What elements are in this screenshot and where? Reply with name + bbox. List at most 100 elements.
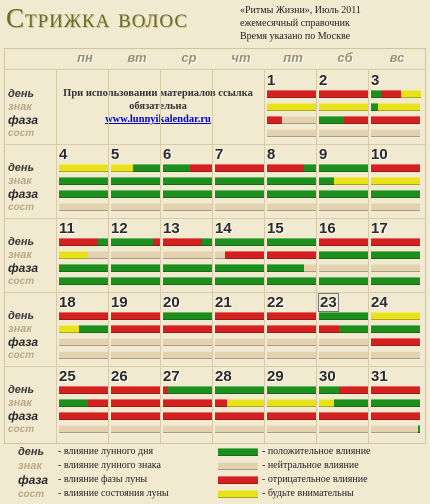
day-number[interactable]: 5 [111, 146, 120, 163]
influence-bar [267, 177, 316, 185]
influence-bar [319, 164, 368, 172]
day-number[interactable]: 10 [371, 146, 388, 163]
influence-bar [267, 386, 316, 394]
copyright-note: При использовании материалов ссылка обяз… [60, 87, 256, 126]
influence-bar [59, 164, 108, 172]
day-number[interactable]: 28 [215, 368, 232, 385]
influence-bar [88, 251, 108, 259]
influence-bar [202, 238, 212, 246]
influence-bar [319, 103, 368, 111]
grid-line [160, 70, 161, 443]
influence-bar [59, 251, 88, 259]
row-label-0: день [8, 236, 35, 248]
influence-bar [267, 351, 316, 359]
influence-bar [163, 190, 212, 198]
influence-bar [267, 164, 304, 172]
legend-label: фаза [18, 473, 49, 487]
day-number[interactable]: 9 [319, 146, 328, 163]
day-number[interactable]: 15 [267, 220, 284, 237]
day-number[interactable]: 29 [267, 368, 284, 385]
day-number[interactable]: 11 [59, 220, 75, 237]
day-number[interactable]: 6 [163, 146, 172, 163]
weekday-header: вс [389, 50, 405, 65]
influence-bar [371, 203, 420, 211]
grid-line [108, 70, 109, 443]
day-number[interactable]: 14 [215, 220, 232, 237]
day-number[interactable]: 31 [371, 368, 388, 385]
influence-bar [371, 264, 420, 272]
day-number[interactable]: 24 [371, 294, 388, 311]
day-number[interactable]: 26 [111, 368, 128, 385]
day-number[interactable]: 7 [215, 146, 224, 163]
influence-bar [371, 90, 381, 98]
influence-bar [163, 277, 212, 285]
site-link[interactable]: www.lunnyikalendar.ru [105, 114, 211, 125]
influence-bar [153, 238, 160, 246]
influence-bar [334, 399, 368, 407]
influence-bar [267, 325, 316, 333]
influence-bar [267, 338, 316, 346]
day-number[interactable]: 20 [163, 294, 180, 311]
row-label-2: фаза [8, 409, 39, 423]
day-number[interactable]: 27 [163, 368, 180, 385]
influence-bar [111, 425, 160, 433]
day-number[interactable]: 8 [267, 146, 276, 163]
influence-bar [267, 412, 316, 420]
day-number[interactable]: 1 [267, 72, 276, 89]
day-number[interactable]: 18 [59, 294, 76, 311]
influence-bar [163, 177, 212, 185]
legend-label: день [18, 446, 45, 458]
influence-bar [371, 251, 420, 259]
influence-bar [215, 251, 225, 259]
influence-bar [319, 238, 368, 246]
day-number[interactable]: 30 [319, 368, 336, 385]
day-number[interactable]: 2 [319, 72, 328, 89]
grid-line [4, 144, 426, 145]
day-number[interactable]: 25 [59, 368, 76, 385]
day-number[interactable]: 4 [59, 146, 68, 163]
weekday-header: пн [77, 50, 93, 65]
row-label-1: знак [8, 397, 32, 409]
influence-bar [59, 338, 108, 346]
influence-bar [371, 312, 420, 320]
day-number[interactable]: 19 [111, 294, 128, 311]
influence-bar [319, 338, 368, 346]
grid-line [4, 292, 426, 293]
influence-bar [319, 312, 368, 320]
influence-bar [215, 177, 264, 185]
day-number[interactable]: 17 [371, 220, 388, 237]
influence-bar [371, 351, 420, 359]
influence-bar [59, 312, 108, 320]
row-label-0: день [8, 310, 35, 322]
influence-bar [371, 116, 420, 124]
day-number[interactable]: 13 [163, 220, 180, 237]
row-label-0: день [8, 88, 35, 100]
day-number[interactable]: 23 [318, 293, 339, 312]
day-number[interactable]: 21 [215, 294, 232, 311]
influence-bar [371, 129, 420, 137]
legend-swatch [218, 476, 258, 484]
influence-bar [267, 116, 282, 124]
influence-bar [371, 190, 420, 198]
influence-bar [381, 90, 401, 98]
influence-bar [59, 425, 108, 433]
source-line-2: ежемесячный справочник [240, 18, 350, 29]
influence-bar [267, 251, 316, 259]
day-number[interactable]: 12 [111, 220, 128, 237]
influence-bar [319, 399, 334, 407]
note-text: При использовании материалов ссылка обяз… [63, 88, 253, 112]
influence-bar [59, 203, 108, 211]
influence-bar [215, 238, 264, 246]
day-number[interactable]: 22 [267, 294, 284, 311]
legend-label: сост [18, 489, 45, 500]
influence-bar [371, 103, 378, 111]
influence-bar [267, 264, 304, 272]
legend-text: - влияние фазы луны [58, 474, 148, 485]
influence-bar [215, 264, 264, 272]
day-number[interactable]: 3 [371, 72, 380, 89]
influence-bar [215, 164, 264, 172]
row-label-3: сост [8, 128, 35, 139]
influence-bar [215, 425, 264, 433]
influence-bar [319, 386, 339, 394]
day-number[interactable]: 16 [319, 220, 336, 237]
